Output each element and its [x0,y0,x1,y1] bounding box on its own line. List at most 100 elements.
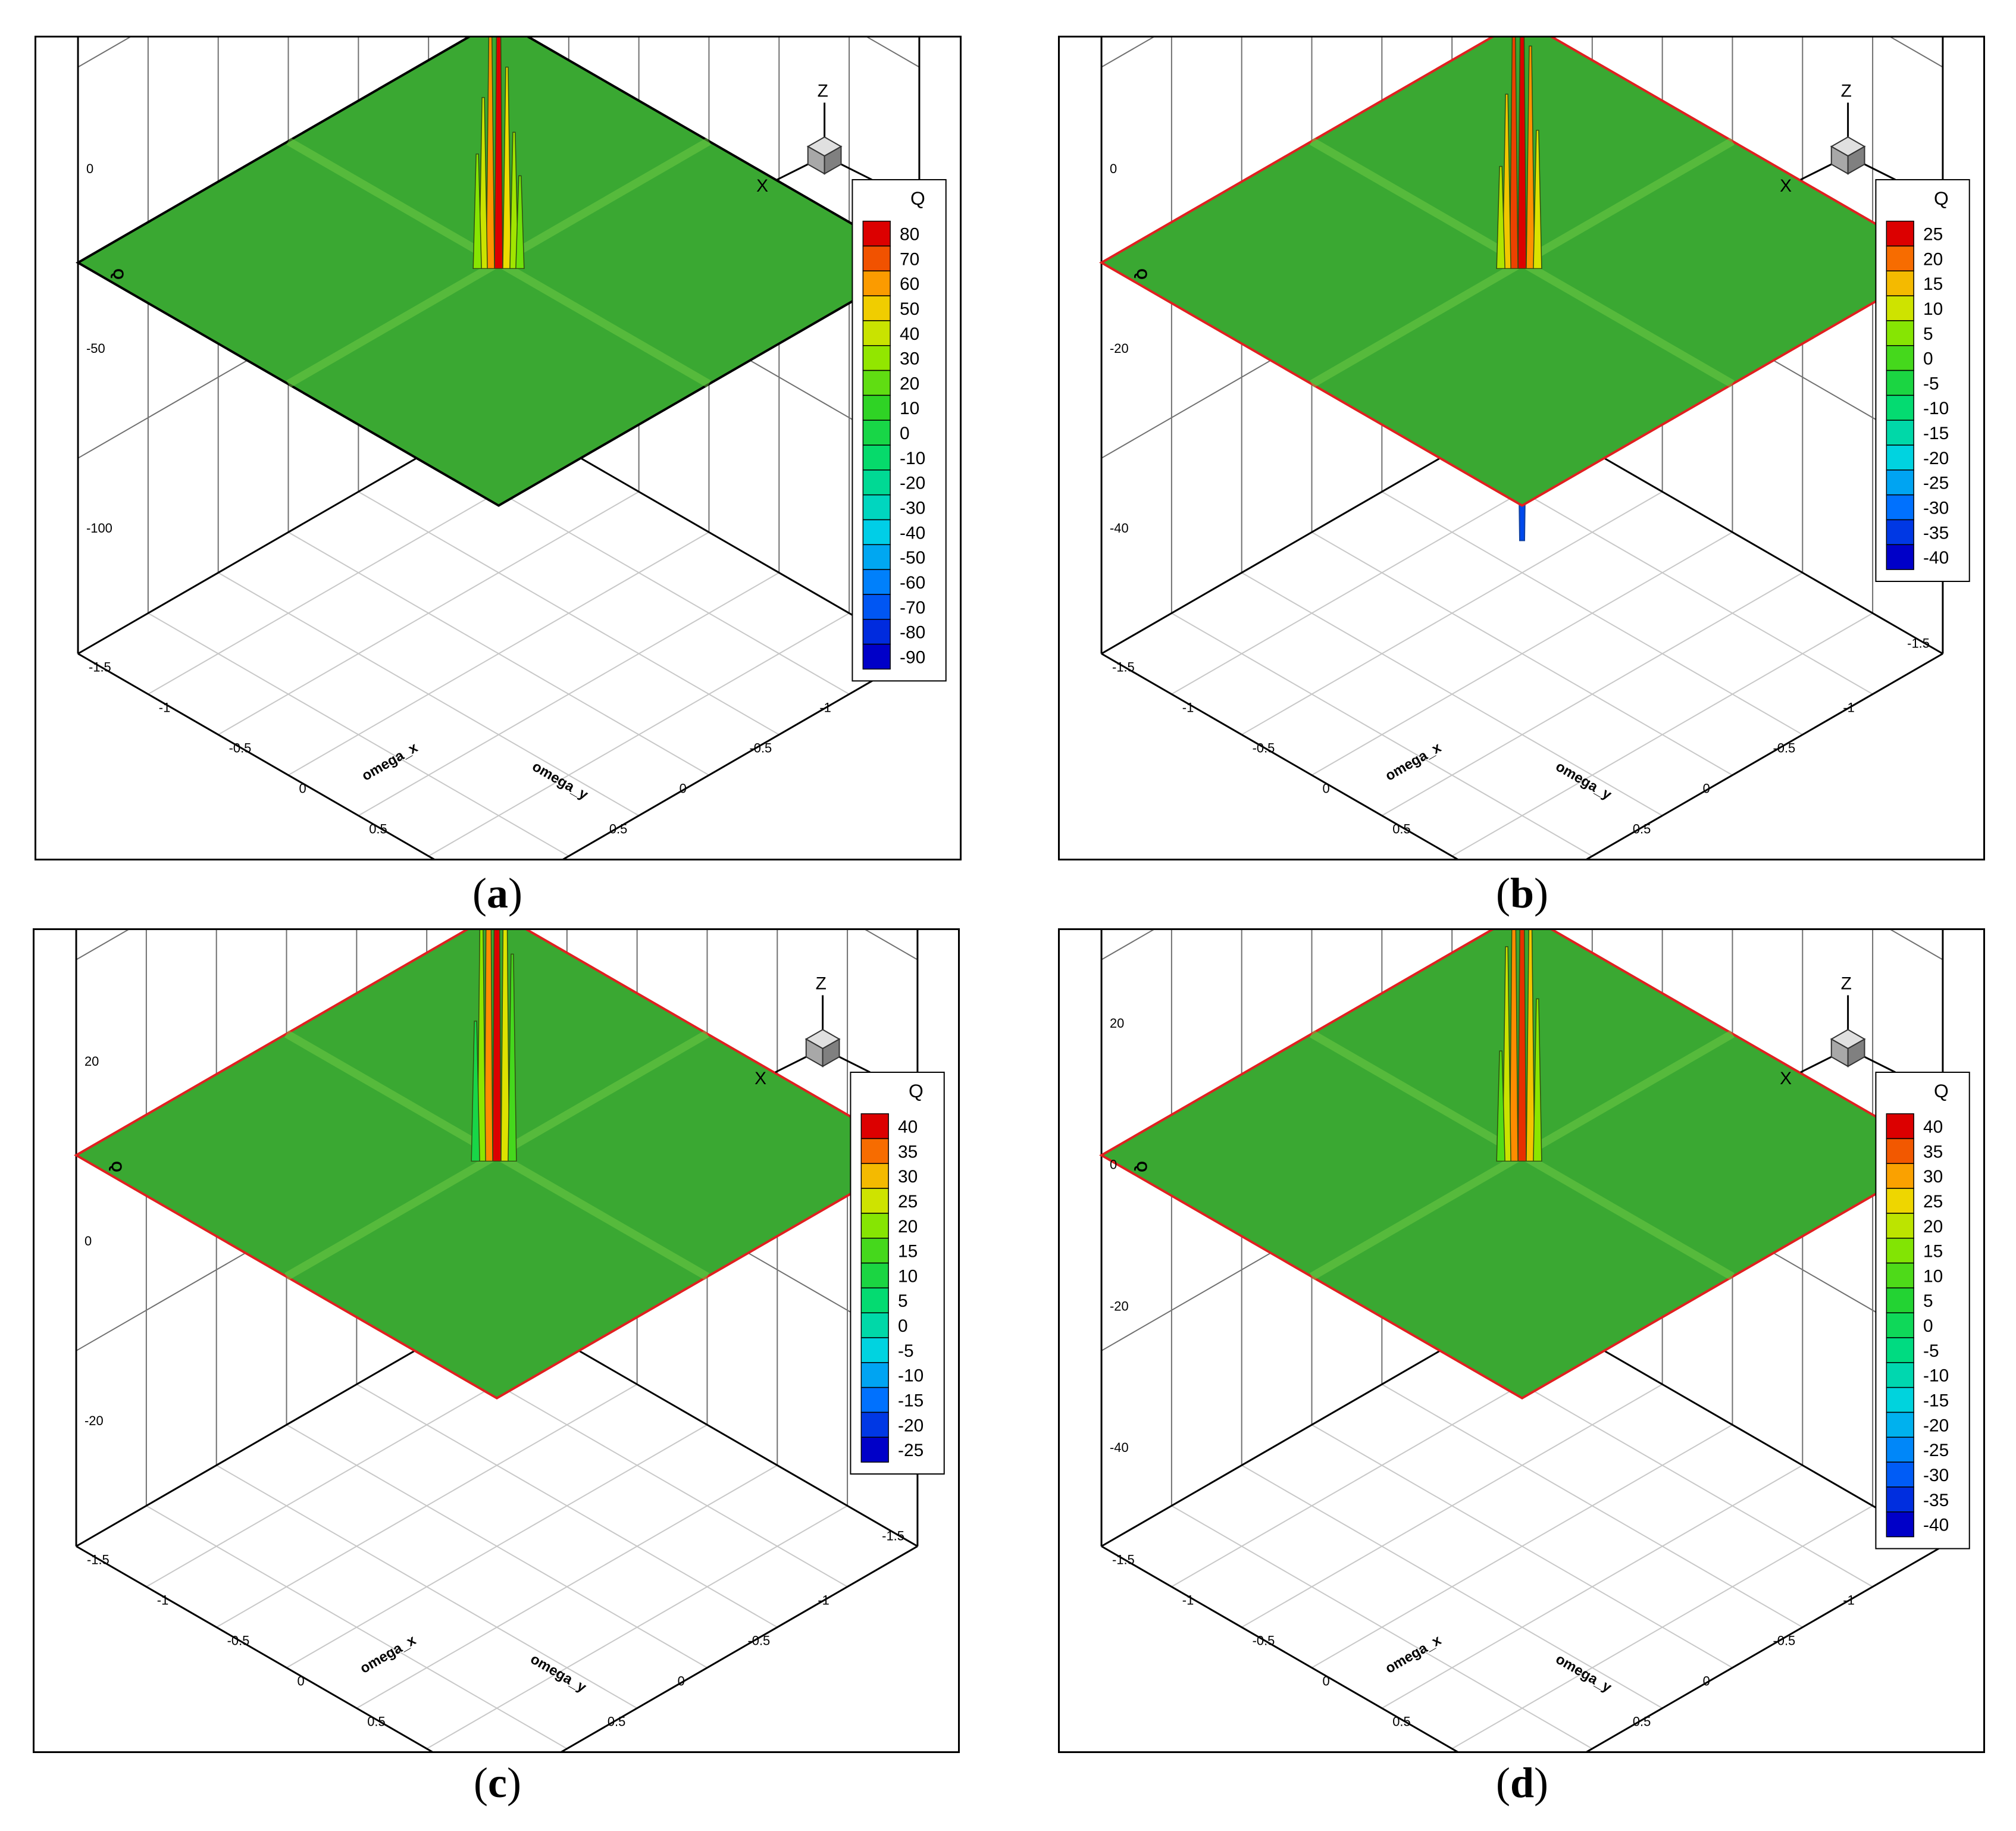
legend-label: 40 [900,324,919,344]
legend-swatch [860,1238,889,1264]
legend-label: -10 [898,1366,924,1386]
floor-grid-line [1451,1505,1873,1749]
peak-spike [494,37,503,270]
z-tick-label: 0 [1110,161,1117,176]
floor-grid-line [561,1545,918,1751]
legend-swatch [1886,519,1914,546]
axis-frame-line [562,653,920,859]
y-tick-label: 0 [299,781,306,796]
y-tick-label: 0.5 [1392,822,1410,837]
x-tick-label: -0.5 [1773,1633,1795,1648]
triad-x-label: X [756,176,768,196]
legend-label: 20 [1923,249,1943,269]
peak-spike [1502,946,1511,1162]
legend-swatch [1886,1312,1914,1338]
peak-spike [508,953,517,1162]
z-tick-label: -40 [1110,521,1129,536]
legend-swatch [862,494,891,521]
peak-spike [1517,930,1527,1162]
legend-label: -35 [1923,1491,1949,1510]
legend-swatch [1886,1486,1914,1513]
z-tick-label: -20 [1110,341,1129,356]
caption-b-letter: b [1510,869,1535,917]
legend-label: 15 [898,1242,918,1262]
peak-spike [1509,930,1519,1162]
caption-d: (d) [1495,1759,1548,1807]
legend-swatch [862,270,891,296]
x-axis-label: omega_y [1553,758,1615,803]
peak-spike [1502,93,1511,270]
legend-swatch [860,1386,889,1413]
legend-swatch [860,1337,889,1363]
x-tick-label: -1.5 [882,1529,904,1544]
chart-svg: -1.5-1-0.500.511.5-1.5-1-0.500.511.5omeg… [76,37,947,859]
legend-label: 40 [1923,1118,1943,1137]
triad-x-label: X [1780,176,1792,196]
y-tick-label: -1 [159,700,170,715]
peak-spike [1509,37,1519,270]
legend-swatch [1886,245,1914,272]
triad-cube-right [1847,145,1865,175]
legend-label: -25 [898,1441,924,1460]
legend-swatch [860,1213,889,1239]
legend-swatch [1886,1386,1914,1413]
triad-x-label: X [755,1069,766,1088]
legend-swatch [860,1188,889,1214]
legend-label: 10 [1923,299,1943,319]
legend-swatch [862,245,891,272]
legend-label: -30 [900,499,925,518]
panel-a: -1.5-1-0.500.511.5-1.5-1-0.500.511.5omeg… [35,36,962,860]
y-tick-label: -1.5 [1112,659,1135,674]
legend-swatch [862,345,891,371]
peak-spike [1533,130,1542,270]
triad-z-label: Z [816,974,827,994]
x-tick-label: -1 [818,1592,829,1607]
x-tick-label: 0 [678,1673,685,1688]
legend-swatch [862,470,891,496]
legend-label: 10 [898,1266,918,1286]
peak-spike [477,930,486,1162]
legend-label: -40 [1923,548,1949,568]
floor-grid-line [1101,1545,1458,1751]
y-axis-label: omega_x [1382,1632,1444,1676]
legend-swatch [860,1287,889,1313]
triad-cube-right [822,1038,840,1068]
legend-swatch [1886,345,1914,371]
legend-swatch [862,594,891,620]
z-tick-label: -50 [86,341,105,356]
y-tick-label: -1 [157,1592,168,1607]
y-tick-label: -0.5 [1253,740,1275,755]
legend-swatch [860,1163,889,1189]
legend-swatch [862,370,891,396]
x-tick-label: 0 [1703,781,1710,796]
y-tick-label: 0.5 [367,1714,385,1729]
floor-grid-line [76,1545,433,1751]
legend-swatch [1886,420,1914,446]
legend-swatch [1886,1411,1914,1438]
legend-label: 30 [1923,1167,1943,1187]
caption-d-letter: d [1510,1759,1535,1807]
peak-spike [1517,37,1527,270]
peak-spike [1496,165,1505,270]
peak-spike [500,930,510,1162]
x-axis-label: omega_y [530,758,591,803]
triad-z-label: Z [818,82,828,101]
triad-x-label: X [1780,1069,1792,1088]
legend-label: 0 [898,1316,908,1336]
legend-swatch [1886,1163,1914,1189]
axis-frame-line [1586,653,1943,859]
axis-frame-line [1586,1545,1943,1751]
legend-label: -10 [1923,399,1949,418]
legend-label: -20 [898,1416,924,1435]
legend-title: Q [910,187,925,209]
legend-label: -25 [1923,1441,1949,1460]
x-tick-label: -0.5 [747,1633,770,1648]
peak-spike [486,37,495,270]
legend-swatch [1886,1262,1914,1289]
legend-swatch [1886,1213,1914,1239]
legend-label: -15 [1923,1391,1949,1411]
legend-swatch [860,1411,889,1438]
legend-label: -50 [900,548,925,568]
caption-c: (c) [474,1759,521,1807]
legend-label: -90 [900,647,925,667]
